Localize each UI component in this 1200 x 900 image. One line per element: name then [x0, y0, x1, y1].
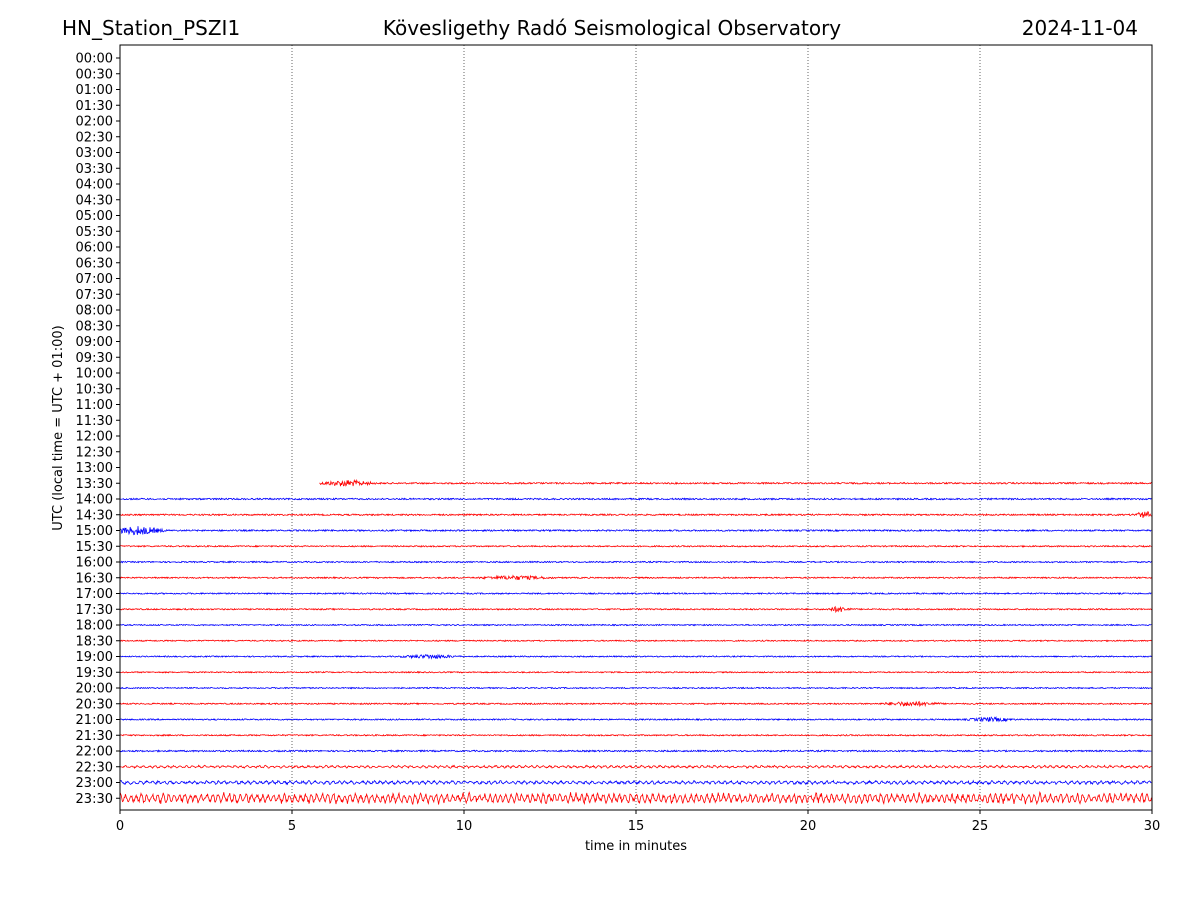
trace-1800 — [119, 623, 1152, 627]
y-tick-label: 03:30 — [76, 162, 113, 177]
y-tick-label: 12:30 — [76, 445, 113, 460]
y-tick-label: 08:00 — [76, 304, 113, 319]
y-tick-label: 02:00 — [76, 115, 113, 130]
y-tick-label: 05:00 — [76, 209, 113, 224]
y-tick-label: 17:00 — [76, 587, 113, 602]
trace-2130 — [119, 733, 1152, 737]
trace-2230 — [119, 764, 1152, 770]
y-tick-label: 11:30 — [76, 414, 113, 429]
plot-frame — [119, 44, 1153, 811]
trace-1500 — [119, 526, 1152, 536]
y-tick-label: 04:30 — [76, 193, 113, 208]
y-tick-label: 13:30 — [76, 477, 113, 492]
trace-1430 — [119, 511, 1152, 518]
y-tick-label: 17:30 — [76, 603, 113, 618]
trace-1630 — [119, 574, 1152, 581]
y-tick-label: 02:30 — [76, 130, 113, 145]
y-tick-label: 18:00 — [76, 619, 113, 634]
y-tick-label: 09:00 — [76, 335, 113, 350]
y-tick-label: 10:30 — [76, 382, 113, 397]
x-tick-label: 25 — [972, 819, 989, 834]
y-axis-label: UTC (local time = UTC + 01:00) — [51, 325, 66, 530]
y-tick-label: 00:00 — [76, 52, 113, 67]
trace-2000 — [119, 686, 1152, 690]
trace-1900 — [119, 653, 1152, 660]
y-tick-labels: 00:0000:3001:0001:3002:0002:3003:0003:30… — [76, 52, 120, 807]
y-tick-label: 01:00 — [76, 83, 113, 98]
x-tick-label: 5 — [288, 819, 296, 834]
y-tick-label: 19:00 — [76, 650, 113, 665]
y-tick-label: 16:00 — [76, 556, 113, 571]
y-tick-label: 20:00 — [76, 682, 113, 697]
y-tick-label: 22:00 — [76, 745, 113, 760]
station-name: HN_Station_PSZI1 — [62, 16, 240, 40]
trace-1730 — [119, 605, 1152, 614]
y-tick-label: 15:00 — [76, 524, 113, 539]
trace-2300 — [119, 779, 1152, 786]
y-tick-label: 23:30 — [76, 792, 113, 807]
y-tick-label: 12:00 — [76, 430, 113, 445]
y-tick-label: 08:30 — [76, 319, 113, 334]
y-tick-label: 01:30 — [76, 99, 113, 114]
y-tick-label: 16:30 — [76, 571, 113, 586]
y-tick-label: 21:30 — [76, 729, 113, 744]
y-tick-label: 04:00 — [76, 178, 113, 193]
x-tick-label: 0 — [116, 819, 124, 834]
trace-1600 — [119, 560, 1152, 564]
trace-1700 — [119, 591, 1152, 596]
y-tick-label: 15:30 — [76, 540, 113, 555]
seismic-traces — [119, 478, 1152, 806]
x-tick-label: 30 — [1144, 819, 1161, 834]
y-tick-label: 06:00 — [76, 241, 113, 256]
trace-2330 — [119, 791, 1152, 806]
y-tick-label: 09:30 — [76, 351, 113, 366]
y-tick-label: 13:00 — [76, 461, 113, 476]
y-tick-label: 05:30 — [76, 225, 113, 240]
x-tick-label: 20 — [800, 819, 817, 834]
x-axis-label: time in minutes — [585, 839, 687, 854]
y-tick-label: 23:00 — [76, 776, 113, 791]
chart-date: 2024-11-04 — [1022, 16, 1138, 40]
x-tick-label: 10 — [456, 819, 473, 834]
y-tick-label: 21:00 — [76, 713, 113, 728]
y-tick-label: 18:30 — [76, 634, 113, 649]
trace-1400 — [119, 497, 1152, 501]
y-tick-label: 22:30 — [76, 760, 113, 775]
y-tick-label: 19:30 — [76, 666, 113, 681]
y-tick-label: 14:00 — [76, 493, 113, 508]
y-tick-label: 14:30 — [76, 508, 113, 523]
trace-2030 — [119, 700, 1152, 708]
y-tick-label: 03:00 — [76, 146, 113, 161]
y-tick-label: 10:00 — [76, 367, 113, 382]
y-tick-label: 00:30 — [76, 67, 113, 82]
y-tick-label: 11:00 — [76, 398, 113, 413]
y-tick-label: 07:00 — [76, 272, 113, 287]
y-tick-label: 06:30 — [76, 256, 113, 271]
trace-1330 — [319, 478, 1152, 487]
chart-title: Kövesligethy Radó Seismological Observat… — [383, 16, 841, 40]
trace-1830 — [119, 639, 1152, 643]
y-tick-label: 20:30 — [76, 697, 113, 712]
trace-2200 — [119, 749, 1152, 753]
trace-1530 — [119, 544, 1152, 548]
trace-2100 — [119, 716, 1152, 723]
trace-1930 — [119, 670, 1152, 674]
x-tick-label: 15 — [628, 819, 645, 834]
y-tick-label: 07:30 — [76, 288, 113, 303]
x-tick-labels: 0 5 10 15 20 25 30 — [116, 810, 1160, 834]
